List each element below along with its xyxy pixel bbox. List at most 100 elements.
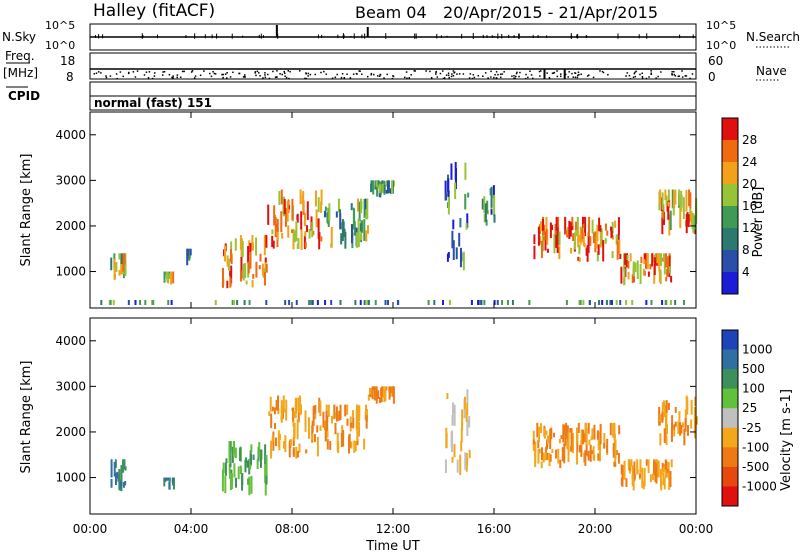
velocity-echo (695, 416, 698, 425)
power-ytick-label: 1000 (55, 265, 86, 279)
power-echo (252, 273, 255, 279)
velocity-echo (563, 443, 566, 464)
nave-point (305, 77, 308, 80)
velocity-echo (229, 473, 232, 491)
velocity-echo (468, 449, 471, 459)
nave-point (183, 70, 185, 73)
velocity-echo (375, 386, 378, 404)
power-echo (624, 253, 627, 265)
velocity-echo (264, 481, 267, 496)
power-echo (585, 247, 588, 256)
nave-point (274, 76, 277, 79)
power-echo (493, 214, 496, 223)
velocity-echo (618, 425, 621, 435)
nave-point (190, 71, 193, 73)
nave-point (473, 76, 476, 79)
power-echo (344, 231, 347, 249)
power-echo (265, 300, 268, 305)
power-echo (492, 185, 495, 199)
nave-point (632, 76, 635, 79)
power-echo (533, 245, 536, 260)
power-echo (489, 188, 492, 196)
nave-point (578, 73, 580, 76)
nave-point (287, 70, 290, 72)
nave-point (366, 75, 369, 78)
velocity-echo (615, 449, 618, 456)
power-echo (383, 184, 386, 193)
nave-point (538, 70, 541, 73)
power-echo (236, 300, 239, 305)
power-echo (649, 264, 652, 270)
velocity-echo (545, 430, 548, 436)
nave-point (405, 71, 408, 73)
velocity-echo (580, 429, 583, 446)
velocity-echo (344, 404, 347, 417)
velocity-ytick-label: 2000 (55, 425, 86, 439)
power-echo (248, 240, 251, 255)
velocity-echo (283, 408, 286, 413)
power-echo (385, 189, 388, 194)
nave-point (119, 71, 122, 73)
power-echo (377, 180, 380, 186)
power-echo (447, 178, 450, 197)
velocity-echo (667, 402, 670, 410)
velocity-echo (566, 441, 569, 450)
power-echo (645, 260, 648, 270)
power-echo (163, 271, 166, 283)
xlabel: Time UT (365, 539, 419, 554)
nave-point (314, 73, 317, 76)
velocity-echo (621, 465, 624, 487)
power-echo (669, 210, 672, 231)
power-echo (592, 232, 595, 244)
nave-point (93, 73, 96, 75)
power-echo (339, 212, 342, 230)
freq-label: Freq. (5, 49, 35, 63)
nave-point (97, 71, 100, 73)
cpid-label: CPID (8, 89, 40, 103)
power-echo (687, 214, 690, 228)
velocity-echo (599, 423, 602, 445)
velocity-echo (680, 424, 683, 434)
nave-point (673, 73, 675, 76)
noise-panel: N.Sky N.Search 10^5 10^0 10^5 10^0 (2, 19, 800, 52)
power-echo (335, 211, 338, 218)
nave-point (226, 77, 228, 79)
nave-point (435, 73, 437, 75)
velocity-echo (466, 403, 469, 416)
nave-point (203, 70, 205, 72)
nave-point (331, 77, 334, 79)
velocity-echo (547, 435, 550, 444)
power-echo (647, 271, 650, 277)
frequency-panel: Freq. [MHz] Nave 18 8 60 0 (3, 49, 787, 84)
velocity-echo (230, 473, 233, 489)
power-echo (267, 204, 270, 225)
velocity-echo (466, 389, 469, 404)
velocity-echo (314, 411, 317, 420)
power-echo (455, 247, 458, 260)
xtick-label: 20:00 (578, 522, 613, 536)
power-echo (596, 251, 599, 262)
power-echo (359, 223, 362, 232)
power-echo (309, 300, 312, 305)
velocity-echo (348, 433, 351, 448)
velocity-echo (583, 452, 586, 463)
nave-point (540, 70, 542, 72)
xtick-label: 04:00 (174, 522, 209, 536)
power-echo (278, 190, 281, 206)
nave-point (458, 73, 461, 75)
power-echo (295, 221, 298, 242)
nave-point (442, 77, 445, 80)
velocity-echo (584, 450, 587, 466)
velocity-echo (652, 473, 655, 481)
velocity-echo (623, 460, 626, 480)
velocity-echo (657, 460, 660, 478)
nave-point (650, 73, 652, 76)
power-echo (664, 189, 667, 201)
velocity-colorbar-tick: 100 (742, 382, 765, 396)
power-echo (545, 228, 548, 240)
power-echo (353, 209, 356, 223)
power-echo (144, 300, 147, 305)
velocity-echo (591, 428, 594, 440)
velocity-echo (569, 428, 572, 433)
